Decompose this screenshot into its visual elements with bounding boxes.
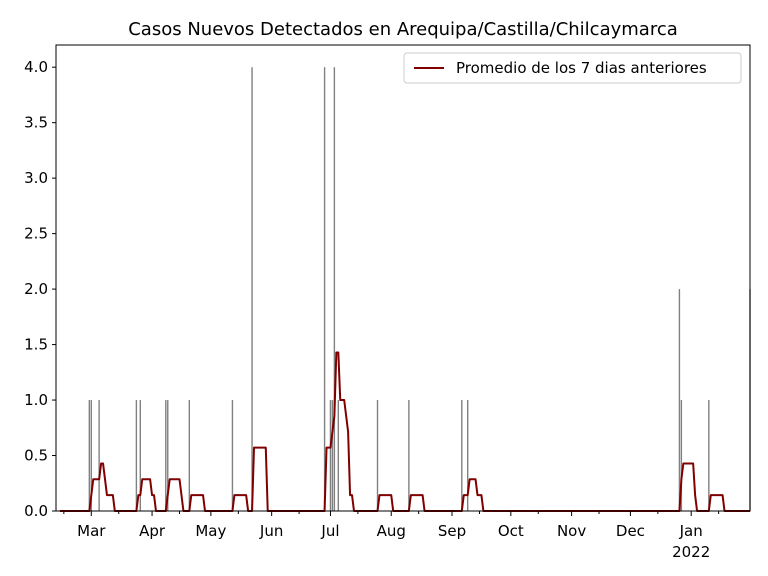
x-tick-label-Oct: Oct [498,522,524,540]
x-tick-label-Nov: Nov [557,522,586,540]
x-tick-label-Mar: Mar [77,522,106,540]
bar-2021-07-01 [329,400,332,511]
bar-2021-06-28 [323,67,326,511]
y-tick-label-4.0: 4.0 [24,58,48,76]
bar-2021-07-03 [333,67,336,511]
bar-2021-08-10 [408,400,410,511]
y-tick-label-0.0: 0.0 [24,502,48,520]
x-tick-label-Aug: Aug [377,522,406,540]
x-tick-label-Jan: Jan [679,522,703,540]
chart-title: Casos Nuevos Detectados en Arequipa/Cast… [128,19,678,40]
legend-label: Promedio de los 7 dias anteriores [456,59,707,77]
x-tick-label-Jul: Jul [320,522,339,540]
y-axis: 0.0 0.5 1.0 1.5 2.0 2.5 3.0 3.5 4.0 [24,58,56,520]
bar-2021-02-28 [88,400,91,511]
bar-2021-12-26 [678,289,681,511]
bar-2021-03-01 [90,400,92,511]
x-tick-label-Jun: Jun [259,522,283,540]
bar-2021-03-24 [135,400,138,511]
bars-layer [88,67,751,511]
x-axis: Mar Apr May Jun Jul Aug Sep Oct Nov Dec Jan 2022 [63,511,720,561]
y-tick-label-3.0: 3.0 [24,169,48,187]
y-tick-label-2.5: 2.5 [24,225,48,243]
x-tick-sublabel-2022: 2022 [672,543,710,561]
y-tick-label-0.5: 0.5 [24,447,48,465]
bar-2021-03-05 [98,400,100,511]
bar-2021-05-12 [231,400,234,511]
bar-2021-09-09 [466,400,469,511]
bar-2021-12-27 [680,400,683,511]
y-tick-label-3.5: 3.5 [24,114,48,132]
x-tick-label-Dec: Dec [616,522,645,540]
bar-2021-04-09 [167,400,169,511]
bar-2021-07-02 [331,400,334,511]
legend: Promedio de los 7 dias anteriores [403,52,742,84]
y-tick-label-2.0: 2.0 [24,280,48,298]
bar-2021-05-22 [251,67,253,511]
bar-2021-09-06 [461,400,463,511]
y-tick-label-1.0: 1.0 [24,391,48,409]
bar-2021-03-26 [139,400,141,511]
bar-2021-07-25 [376,400,379,511]
y-tick-label-1.5: 1.5 [24,336,48,354]
bar-2022-01-10 [708,400,710,511]
bar-2021-04-08 [165,400,167,511]
plot-frame [55,44,751,512]
bar-2021-04-20 [188,400,191,511]
legend-box [403,52,742,84]
x-tick-label-May: May [195,522,226,540]
x-tick-label-Sep: Sep [438,522,466,540]
bar-2021-07-05 [337,400,340,511]
x-tick-label-Apr: Apr [139,522,166,540]
